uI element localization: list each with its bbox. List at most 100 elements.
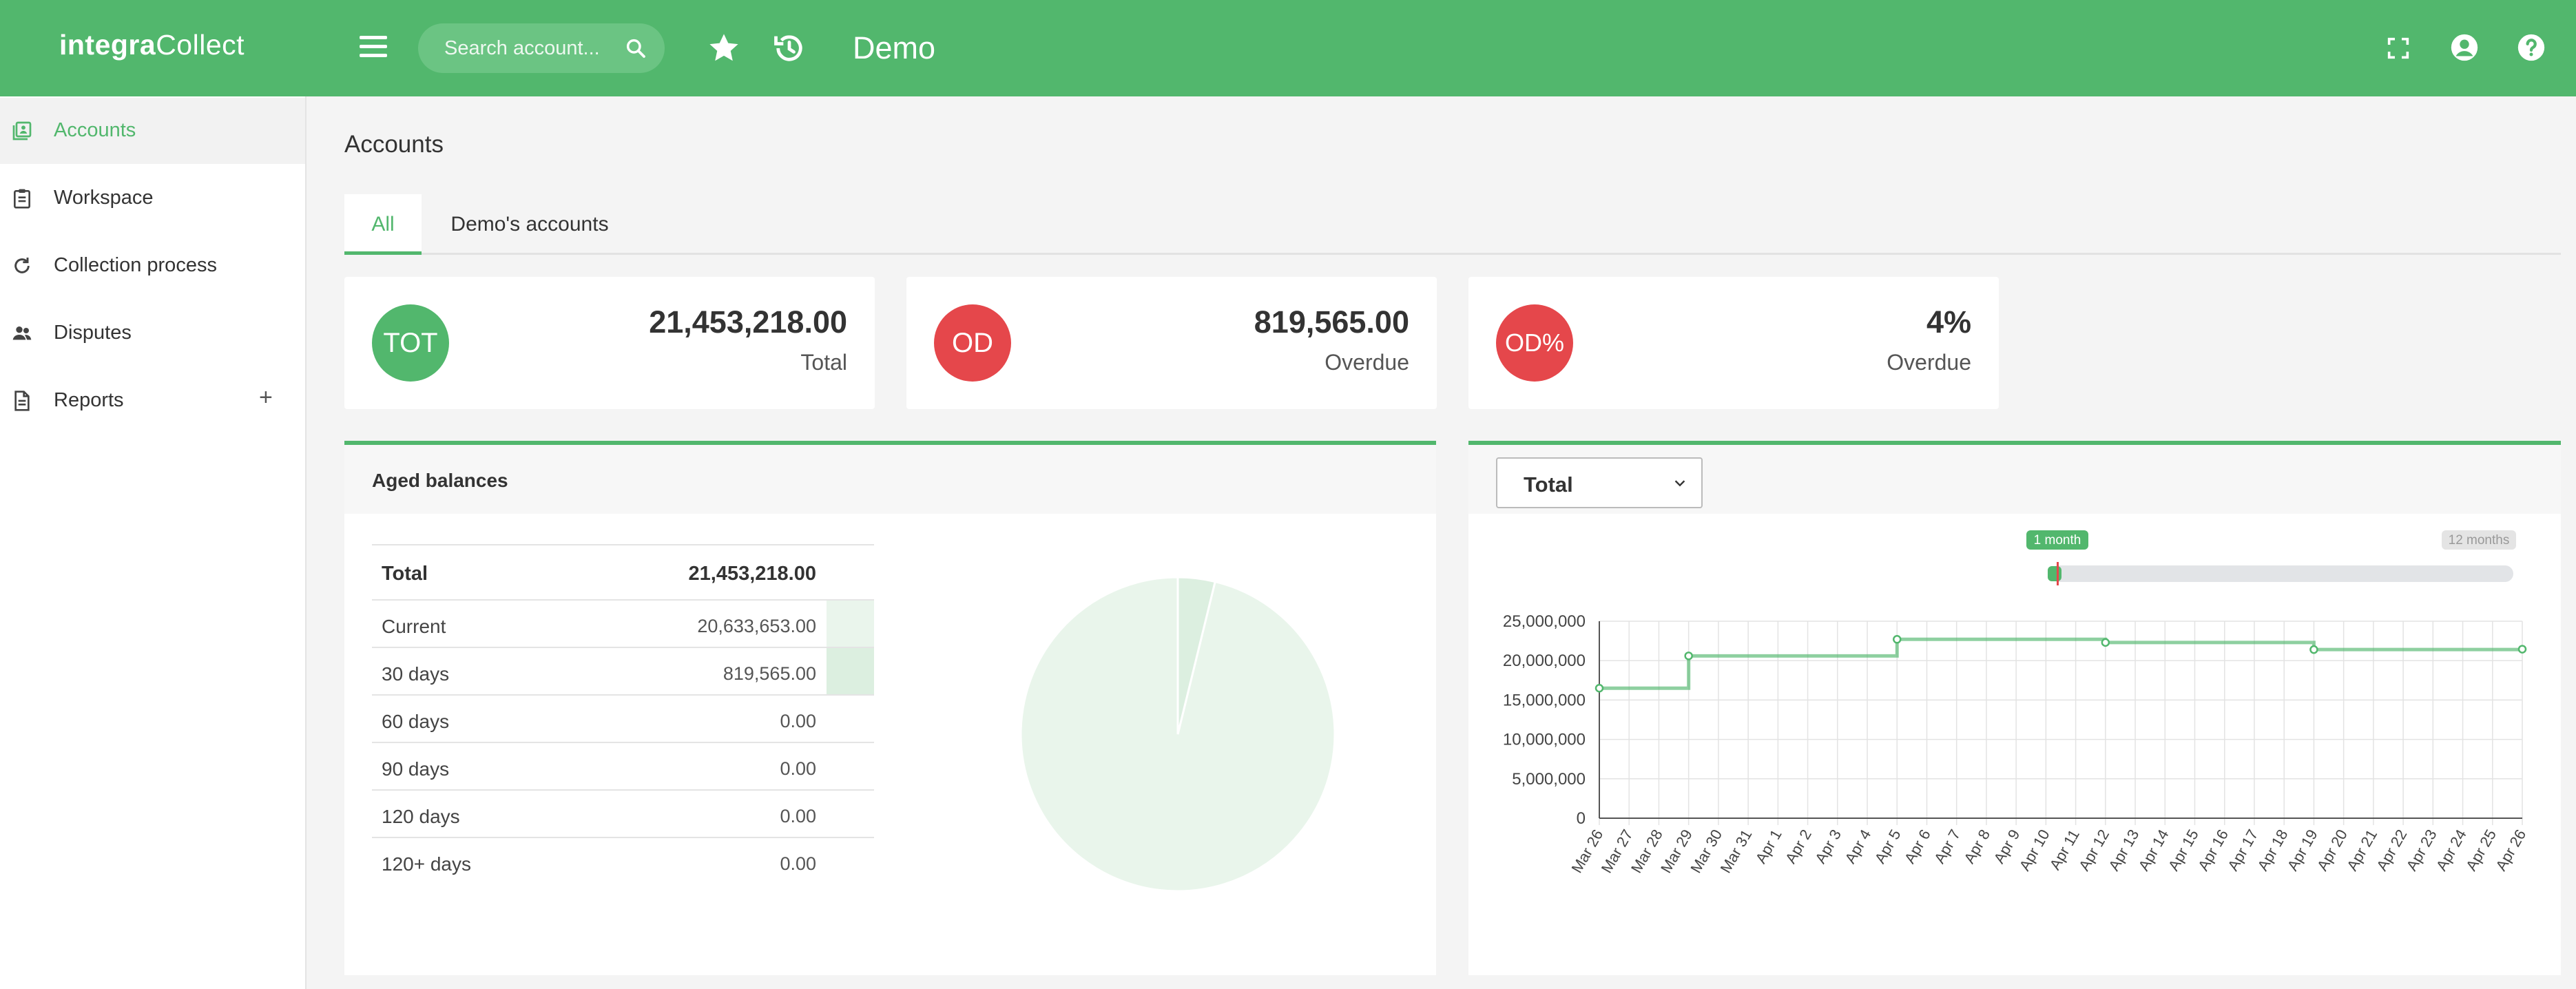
kpi-value: 819,565.00 [1254, 304, 1409, 340]
pie-slice[interactable] [1176, 576, 1217, 735]
share-indicator [827, 648, 874, 694]
kpi-badge: OD [934, 304, 1011, 382]
data-point[interactable] [1684, 652, 1693, 660]
top-bar: integraCollect Demo [0, 0, 2576, 96]
range-min-badge [2026, 530, 2088, 550]
series-line [1599, 637, 2524, 690]
row-value: 21,453,218.00 [688, 563, 816, 585]
balance-trend-panel: Total 1 month 12 months 0 5,000,000 10,000… [1468, 441, 2561, 975]
data-point[interactable] [1893, 635, 1902, 644]
kpi-value: 21,453,218.00 [649, 304, 847, 340]
sidebar-item-reports[interactable]: Reports + [0, 368, 305, 434]
data-point[interactable] [2309, 645, 2318, 654]
row-label: Current [382, 616, 446, 637]
row-label: 120+ days [382, 853, 471, 875]
row-label: Total [382, 563, 428, 585]
table-row[interactable]: Current 20,633,653.00 [372, 599, 874, 647]
range-slider-handle[interactable] [2048, 566, 2061, 581]
sidebar-item-label: Reports [54, 389, 124, 411]
sidebar-item-accounts[interactable]: Accounts [0, 98, 305, 164]
table-row[interactable]: 30 days 819,565.00 [372, 647, 874, 694]
kpi-card-overdue-percent: OD% 4% Overdue [1468, 277, 1999, 409]
range-max-label: 12 months [2449, 533, 2510, 548]
table-row: Total 21,453,218.00 [372, 544, 874, 599]
people-icon [12, 326, 32, 340]
panel-header: Aged balances [344, 445, 1436, 514]
sidebar-item-label: Collection process [54, 254, 217, 276]
row-label: 120 days [382, 806, 460, 827]
tab-bar: All Demo's accounts [344, 194, 2561, 255]
table-row[interactable]: 90 days 0.00 [372, 742, 874, 789]
x-tick-label: Apr 8 [1960, 826, 1993, 866]
range-slider-marker [2057, 562, 2059, 585]
range-min-label: 1 month [2034, 533, 2081, 548]
x-tick-label: Apr 7 [1931, 826, 1964, 866]
clipboard-icon [14, 189, 30, 209]
kpi-value: 4% [1926, 304, 1971, 340]
user-circle-icon[interactable] [2449, 32, 2480, 63]
metric-select[interactable]: Total [1496, 457, 1703, 508]
balance-trend-chart: 1 month 12 months 0 5,000,000 10,000,000 15… [1503, 530, 2529, 876]
aged-balances-table: Total 21,453,218.00 Current 20,633,653.0… [372, 544, 874, 884]
app-logo[interactable]: integraCollect [59, 29, 245, 61]
sidebar-item-disputes[interactable]: Disputes [0, 300, 305, 366]
x-tick-label: Apr 2 [1782, 826, 1815, 866]
y-tick-label: 20,000,000 [1503, 652, 1586, 670]
row-value: 0.00 [780, 853, 816, 874]
history-icon[interactable] [771, 30, 807, 66]
row-label: 30 days [382, 663, 450, 685]
sidebar: Accounts Workspace Collection process Di… [0, 96, 307, 989]
sidebar-item-workspace[interactable]: Workspace [0, 165, 305, 231]
chevron-down-icon [1674, 480, 1685, 487]
row-label: 90 days [382, 758, 450, 780]
sidebar-item-label: Disputes [54, 322, 132, 344]
kpi-badge: TOT [372, 304, 449, 382]
aged-balances-pie-chart [1019, 576, 1336, 893]
app-title: Demo [853, 30, 936, 65]
range-slider[interactable]: 1 month 12 months [2026, 530, 2516, 585]
data-point[interactable] [1595, 683, 1604, 693]
help-circle-icon[interactable] [2515, 32, 2547, 63]
tab-demos-accounts[interactable]: Demo's accounts [450, 213, 609, 236]
x-tick-label: Apr 4 [1841, 826, 1874, 866]
x-tick-label: Apr 26 [2492, 826, 2529, 874]
search-icon[interactable] [625, 37, 647, 59]
tab-all[interactable]: All [344, 194, 422, 255]
panel-header: Total [1468, 445, 2561, 514]
y-tick-label: 10,000,000 [1503, 731, 1586, 749]
data-point[interactable] [2517, 645, 2527, 654]
y-tick-label: 25,000,000 [1503, 612, 1586, 631]
x-tick-label: Apr 10 [2016, 826, 2053, 874]
row-value: 0.00 [780, 806, 816, 826]
table-row[interactable]: 120+ days 0.00 [372, 837, 874, 884]
row-value: 0.00 [780, 711, 816, 731]
kpi-card-total: TOT 21,453,218.00 Total [344, 277, 875, 409]
row-value: 0.00 [780, 758, 816, 779]
refresh-icon [14, 258, 30, 273]
kpi-card-overdue: OD 819,565.00 Overdue [906, 277, 1437, 409]
kpi-label: Overdue [1887, 350, 1971, 375]
kpi-label: Overdue [1325, 350, 1409, 375]
kpi-label: Total [800, 350, 847, 375]
row-value: 819,565.00 [723, 663, 816, 684]
accounts-icon [12, 121, 32, 140]
star-icon[interactable] [706, 30, 742, 66]
y-tick-label: 15,000,000 [1503, 691, 1586, 709]
fullscreen-icon[interactable] [2385, 34, 2412, 62]
table-row[interactable]: 120 days 0.00 [372, 789, 874, 837]
x-tick-label: Apr 5 [1871, 826, 1904, 866]
row-label: 60 days [382, 711, 450, 732]
expand-icon[interactable]: + [259, 384, 273, 410]
metric-select-value: Total [1524, 472, 1573, 497]
sidebar-item-collection-process[interactable]: Collection process [0, 233, 305, 299]
x-tick-label: Apr 3 [1811, 826, 1845, 866]
table-row[interactable]: 60 days 0.00 [372, 694, 874, 742]
row-value: 20,633,653.00 [697, 616, 816, 636]
x-tick-label: Apr 6 [1901, 826, 1934, 866]
hamburger-icon[interactable] [360, 36, 390, 62]
search-input[interactable] [444, 23, 610, 73]
range-slider-track[interactable] [2050, 565, 2513, 582]
data-point[interactable] [2101, 638, 2110, 647]
document-icon [14, 391, 30, 411]
aged-balances-panel: Aged balances Total 21,453,218.00 Curren… [344, 441, 1436, 975]
